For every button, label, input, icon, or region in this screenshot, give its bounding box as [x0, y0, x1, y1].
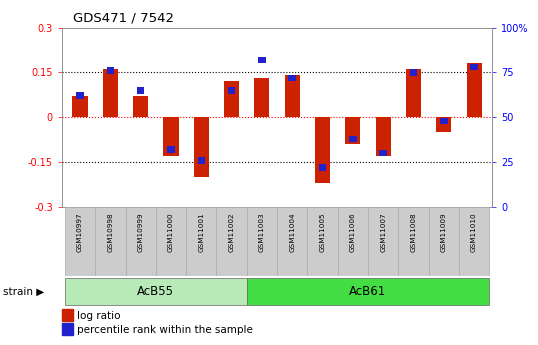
Bar: [73, 96, 88, 117]
Bar: [307, 207, 338, 276]
Bar: [254, 78, 270, 117]
Text: percentile rank within the sample: percentile rank within the sample: [77, 325, 253, 335]
Bar: [167, 146, 175, 153]
Text: GSM11000: GSM11000: [168, 213, 174, 252]
Bar: [440, 118, 448, 124]
Bar: [466, 63, 482, 117]
Bar: [62, 309, 73, 321]
Bar: [315, 117, 330, 183]
Bar: [258, 57, 266, 63]
Bar: [62, 323, 73, 335]
Bar: [379, 150, 387, 157]
Text: GSM11002: GSM11002: [229, 213, 235, 252]
Bar: [277, 207, 307, 276]
Bar: [349, 136, 357, 142]
Text: GSM11007: GSM11007: [380, 213, 386, 252]
Bar: [436, 117, 451, 132]
Bar: [137, 87, 145, 94]
Bar: [368, 207, 398, 276]
Bar: [459, 207, 489, 276]
Bar: [125, 207, 156, 276]
Bar: [156, 207, 186, 276]
Text: GSM11009: GSM11009: [441, 213, 447, 252]
Bar: [197, 157, 205, 164]
Text: AcB61: AcB61: [349, 285, 387, 298]
Bar: [285, 76, 300, 117]
Text: GSM11006: GSM11006: [350, 213, 356, 252]
Bar: [406, 69, 421, 117]
Bar: [247, 207, 277, 276]
Bar: [288, 75, 296, 81]
Text: GSM10997: GSM10997: [77, 213, 83, 252]
Bar: [398, 207, 429, 276]
Bar: [224, 81, 239, 117]
Bar: [338, 207, 368, 276]
Text: GSM11005: GSM11005: [320, 213, 325, 252]
Bar: [103, 69, 118, 117]
Bar: [345, 117, 360, 144]
Text: GSM11001: GSM11001: [199, 213, 204, 252]
Bar: [164, 117, 179, 156]
Text: GSM11010: GSM11010: [471, 213, 477, 252]
Bar: [76, 92, 84, 99]
Bar: [65, 277, 247, 306]
Bar: [247, 277, 489, 306]
Bar: [107, 67, 114, 74]
Text: GSM10999: GSM10999: [138, 213, 144, 252]
Text: GSM11004: GSM11004: [289, 213, 295, 252]
Text: strain ▶: strain ▶: [3, 287, 44, 296]
Bar: [186, 207, 216, 276]
Bar: [216, 207, 247, 276]
Text: GSM11008: GSM11008: [410, 213, 416, 252]
Bar: [194, 117, 209, 177]
Bar: [65, 207, 95, 276]
Text: GSM11003: GSM11003: [259, 213, 265, 252]
Bar: [429, 207, 459, 276]
Bar: [133, 96, 148, 117]
Bar: [95, 207, 125, 276]
Text: GDS471 / 7542: GDS471 / 7542: [73, 11, 174, 24]
Bar: [376, 117, 391, 156]
Bar: [228, 87, 236, 94]
Bar: [470, 64, 478, 70]
Text: log ratio: log ratio: [77, 311, 121, 321]
Bar: [318, 164, 327, 171]
Text: GSM10998: GSM10998: [108, 213, 114, 252]
Bar: [409, 69, 417, 76]
Text: AcB55: AcB55: [137, 285, 174, 298]
